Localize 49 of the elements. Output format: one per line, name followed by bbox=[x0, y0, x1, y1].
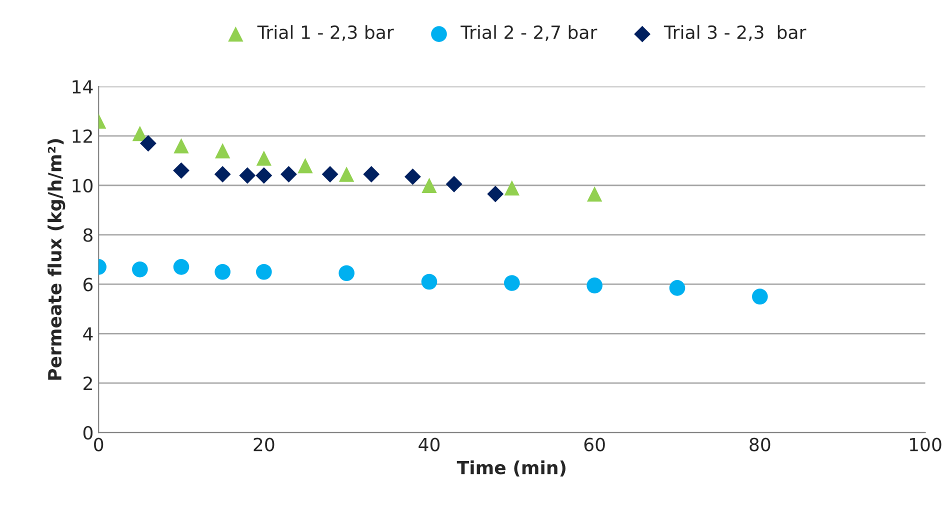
point bbox=[256, 150, 272, 166]
point bbox=[140, 135, 156, 152]
y-tick-label: 10 bbox=[72, 178, 93, 192]
legend-label: Trial 2 - 2,7 bar bbox=[460, 25, 598, 41]
point bbox=[586, 186, 602, 202]
y-tick-label: 14 bbox=[72, 80, 93, 94]
legend-label: Trial 1 - 2,3 bar bbox=[257, 25, 394, 41]
x-tick-label: 40 bbox=[418, 438, 440, 452]
point bbox=[363, 166, 380, 182]
point bbox=[504, 275, 520, 291]
point bbox=[132, 261, 148, 278]
point bbox=[239, 167, 256, 184]
point bbox=[422, 178, 437, 193]
y-tick-label: 4 bbox=[83, 327, 93, 341]
point bbox=[338, 166, 354, 182]
point bbox=[173, 259, 190, 275]
point bbox=[504, 180, 520, 196]
point bbox=[214, 264, 231, 280]
point bbox=[322, 166, 338, 182]
point bbox=[338, 265, 355, 282]
y-axis-title: Permeate flux (kg/h/m²) bbox=[48, 139, 66, 380]
point bbox=[214, 143, 230, 158]
x-tick-label: 60 bbox=[584, 438, 605, 452]
point bbox=[173, 162, 190, 179]
y-tick-label: 0 bbox=[83, 426, 93, 440]
point bbox=[256, 264, 272, 280]
point bbox=[752, 288, 768, 305]
x-tick-label: 0 bbox=[94, 438, 104, 452]
point bbox=[280, 166, 297, 182]
point bbox=[669, 280, 686, 296]
y-tick-label: 8 bbox=[83, 228, 92, 242]
y-tick-label: 6 bbox=[84, 278, 93, 292]
point bbox=[404, 168, 421, 185]
point bbox=[298, 158, 313, 174]
point bbox=[174, 138, 189, 154]
legend-label: Trial 3 - 2,3 bar bbox=[664, 25, 806, 41]
y-tick-label: 2 bbox=[84, 376, 92, 390]
point bbox=[132, 126, 148, 142]
point bbox=[487, 186, 504, 202]
y-tick-label: 12 bbox=[72, 129, 92, 143]
x-tick-label: 20 bbox=[254, 438, 274, 452]
point bbox=[214, 166, 231, 182]
point bbox=[586, 278, 603, 294]
point bbox=[421, 274, 438, 290]
x-axis-title: Time (min) bbox=[456, 460, 566, 477]
point bbox=[256, 167, 272, 184]
x-tick-label: 100 bbox=[910, 438, 942, 452]
x-tick-label: 80 bbox=[750, 438, 770, 452]
point bbox=[446, 176, 462, 192]
